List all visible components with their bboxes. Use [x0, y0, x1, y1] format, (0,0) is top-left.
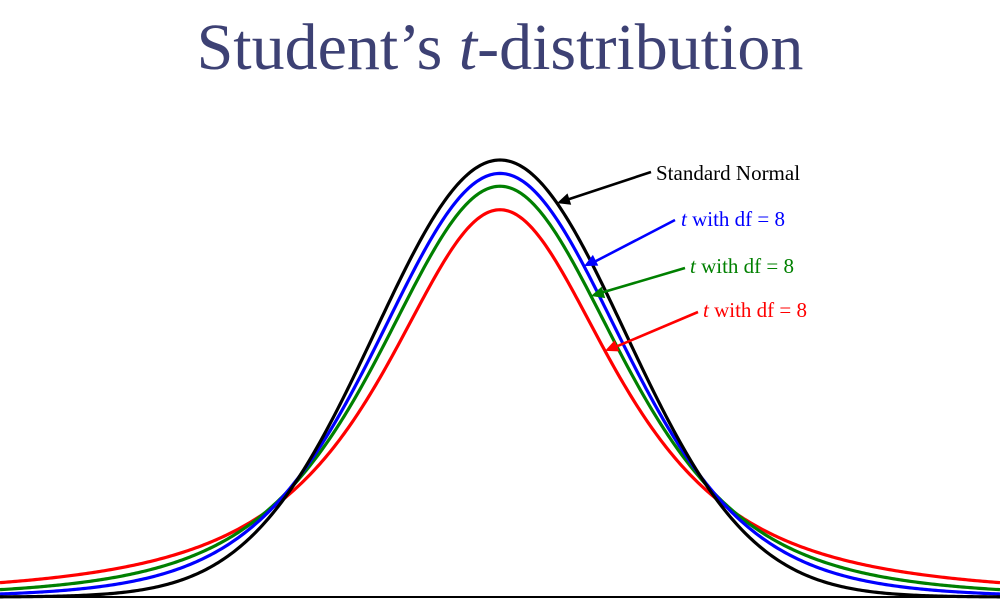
density-curve-t-df2	[0, 208, 1000, 585]
annotation-label-var: t	[703, 298, 710, 322]
annotation-arrow-head-t-df8	[584, 254, 599, 267]
annotation-arrow-line-t-df2	[610, 310, 699, 351]
density-curve-t-df4	[0, 184, 1000, 592]
annotation-label-t-df4: t with df = 8	[690, 254, 794, 278]
annotation-label-var: t	[690, 254, 697, 278]
density-curves	[0, 158, 1000, 599]
title-suffix: -distribution	[477, 11, 804, 84]
annotation-label-t-df8: t with df = 8	[681, 207, 785, 231]
annotation-arrow-head-standard-normal	[557, 193, 572, 205]
annotation-label-text: with df = 8	[709, 298, 807, 322]
title-italic-t: t	[458, 11, 478, 84]
annotation-label-var: t	[681, 207, 688, 231]
annotation-label-text: with df = 8	[696, 254, 794, 278]
annotation-label-standard-normal: Standard Normal	[656, 161, 800, 185]
annotation-label-text: with df = 8	[687, 207, 785, 231]
annotation-arrow-line-standard-normal	[562, 170, 652, 203]
annotation-label-text: Standard Normal	[656, 161, 800, 185]
annotation-arrow-head-t-df4	[591, 286, 606, 299]
density-curve-standard-normal	[0, 158, 1000, 599]
annotation-arrow-line-t-df4	[596, 266, 686, 296]
slide-title: Student’s t-distribution	[0, 8, 1000, 88]
annotation-label-t-df2: t with df = 8	[703, 298, 807, 322]
annotation-arrow-head-t-df2	[605, 340, 620, 352]
title-prefix: Student’s	[196, 11, 459, 84]
density-curve-t-df8	[0, 171, 1000, 596]
annotation-arrow-line-t-df8	[589, 218, 676, 266]
